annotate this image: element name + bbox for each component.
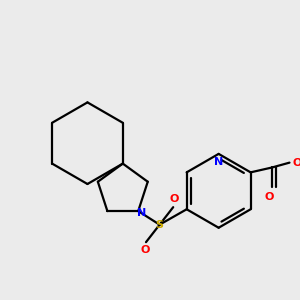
Text: O: O	[140, 245, 150, 255]
Text: O: O	[264, 192, 274, 202]
Text: N: N	[136, 208, 146, 218]
Text: S: S	[156, 220, 164, 230]
Text: O: O	[292, 158, 300, 168]
Text: N: N	[214, 157, 223, 167]
Text: O: O	[169, 194, 179, 204]
